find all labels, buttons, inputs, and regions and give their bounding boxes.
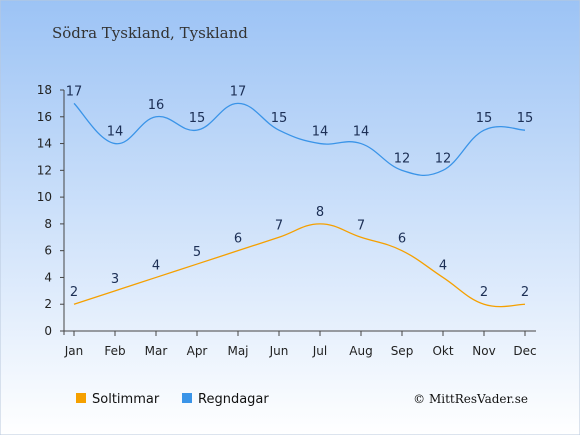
data-label-regndagar: 15 bbox=[517, 111, 534, 126]
y-tick-label: 16 bbox=[37, 110, 52, 124]
data-label-soltimmar: 2 bbox=[70, 285, 78, 300]
data-label-soltimmar: 2 bbox=[521, 285, 529, 300]
credit-text: © MittResVader.se bbox=[413, 392, 528, 406]
x-tick-label: Jan bbox=[64, 344, 84, 358]
legend-label-soltimmar: Soltimmar bbox=[92, 392, 160, 407]
y-tick-label: 10 bbox=[37, 190, 52, 204]
axes: 0 2 4 6 8 10 12 14 16 18 Jan Feb Mar Apr Maj Jun Jul Aug S… bbox=[37, 83, 537, 358]
data-label-soltimmar: 3 bbox=[111, 272, 119, 287]
data-label-soltimmar: 4 bbox=[439, 258, 447, 273]
data-label-regndagar: 12 bbox=[435, 151, 452, 166]
data-label-regndagar: 16 bbox=[148, 98, 165, 113]
x-tick-label: Feb bbox=[104, 344, 125, 358]
data-label-soltimmar: 4 bbox=[152, 258, 160, 273]
data-label-soltimmar: 8 bbox=[316, 205, 324, 220]
x-tick-label: Dec bbox=[513, 344, 536, 358]
data-label-regndagar: 12 bbox=[394, 151, 411, 166]
x-tick-label: Mar bbox=[145, 344, 168, 358]
data-label-soltimmar: 6 bbox=[398, 232, 406, 247]
legend-label-regndagar: Regndagar bbox=[198, 392, 269, 407]
data-label-soltimmar: 7 bbox=[275, 218, 283, 233]
data-label-regndagar: 14 bbox=[312, 125, 329, 140]
legend-swatch-regndagar bbox=[182, 393, 192, 403]
x-tick-label: Aug bbox=[349, 344, 372, 358]
data-label-soltimmar: 5 bbox=[193, 245, 201, 260]
data-label-soltimmar: 7 bbox=[357, 218, 365, 233]
y-tick-label: 6 bbox=[44, 244, 52, 258]
data-label-soltimmar: 6 bbox=[234, 232, 242, 247]
series-line-regndagar bbox=[73, 102, 526, 177]
legend-swatch-soltimmar bbox=[76, 393, 86, 403]
series-line-soltimmar bbox=[73, 223, 526, 308]
x-tick-label: Jul bbox=[312, 344, 327, 358]
data-labels: 2 3 4 5 6 7 8 7 6 4 2 2 17 14 16 15 17 15 14 14 12 12 15 15 bbox=[66, 84, 534, 300]
x-tick-label: Jun bbox=[269, 344, 289, 358]
y-tick-label: 0 bbox=[44, 324, 52, 338]
data-label-soltimmar: 2 bbox=[480, 285, 488, 300]
data-label-regndagar: 14 bbox=[107, 125, 124, 140]
y-tick-label: 8 bbox=[44, 217, 52, 231]
y-tick-label: 12 bbox=[37, 163, 52, 177]
x-tick-label: Nov bbox=[472, 344, 495, 358]
x-tick-label: Okt bbox=[432, 344, 453, 358]
data-label-regndagar: 17 bbox=[230, 84, 247, 99]
legend: Soltimmar Regndagar bbox=[76, 392, 269, 407]
data-label-regndagar: 14 bbox=[353, 125, 370, 140]
data-label-regndagar: 15 bbox=[271, 111, 288, 126]
data-label-regndagar: 17 bbox=[66, 84, 83, 99]
series-layer bbox=[73, 102, 526, 308]
x-tick-label: Apr bbox=[187, 344, 208, 358]
y-tick-label: 2 bbox=[44, 297, 52, 311]
y-tick-label: 14 bbox=[37, 137, 52, 151]
data-label-regndagar: 15 bbox=[476, 111, 493, 126]
chart-title: Södra Tyskland, Tyskland bbox=[52, 24, 248, 42]
x-tick-label: Maj bbox=[227, 344, 248, 358]
y-tick-label: 4 bbox=[44, 270, 52, 284]
data-label-regndagar: 15 bbox=[189, 111, 206, 126]
x-tick-label: Sep bbox=[391, 344, 414, 358]
y-tick-label: 18 bbox=[37, 83, 52, 97]
